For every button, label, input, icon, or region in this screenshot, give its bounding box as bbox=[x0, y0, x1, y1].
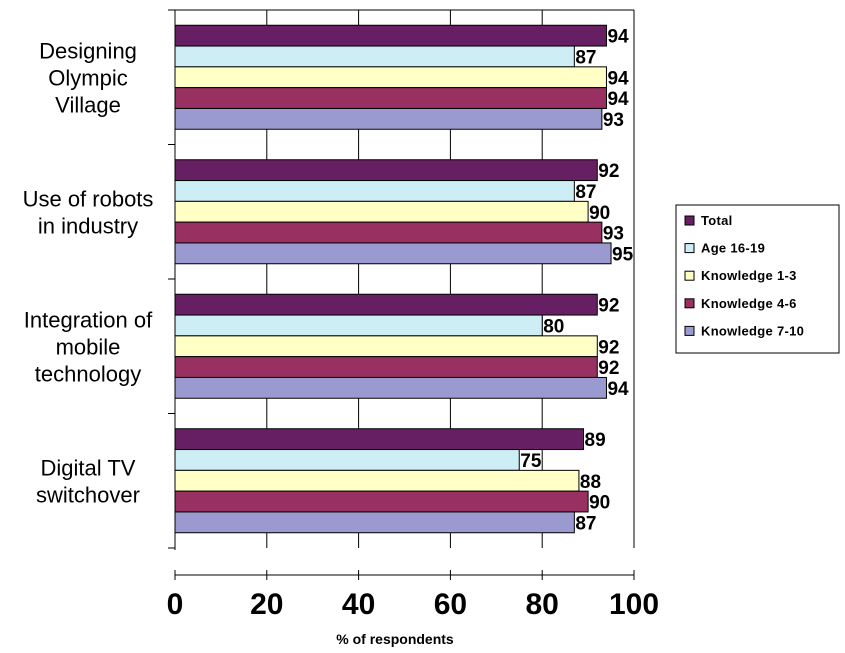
x-tick-label-80: 80 bbox=[526, 588, 559, 621]
data-label-0-2: 92 bbox=[598, 296, 619, 317]
bar-1-0 bbox=[174, 45, 575, 68]
data-label-3-2: 92 bbox=[598, 358, 619, 379]
bar-3-3 bbox=[174, 490, 589, 513]
data-label-3-3: 90 bbox=[589, 493, 610, 514]
legend-label-0: Total bbox=[701, 213, 733, 228]
bar-0-0 bbox=[174, 24, 607, 47]
bar-2-2 bbox=[174, 335, 598, 358]
category-label-0: Designing Olympic Village bbox=[39, 38, 137, 117]
data-label-2-3: 88 bbox=[580, 472, 601, 493]
x-tick-label-60: 60 bbox=[434, 588, 467, 621]
bar-0-3 bbox=[174, 428, 585, 451]
axes bbox=[168, 9, 635, 580]
bar-3-0 bbox=[174, 87, 607, 109]
data-label-1-3: 75 bbox=[520, 451, 542, 472]
bar-4-1 bbox=[174, 242, 612, 265]
legend-swatch-0 bbox=[684, 215, 695, 226]
data-label-2-0: 94 bbox=[607, 68, 629, 89]
legend-swatch-4 bbox=[684, 325, 695, 336]
data-label-2-2: 92 bbox=[598, 337, 619, 358]
legend-swatch-1 bbox=[684, 243, 695, 254]
data-label-4-1: 95 bbox=[612, 244, 634, 265]
data-label-1-1: 87 bbox=[575, 182, 596, 203]
data-label-4-0: 93 bbox=[603, 110, 624, 131]
bars bbox=[174, 24, 612, 534]
data-label-0-0: 94 bbox=[607, 27, 629, 48]
x-tick-label-40: 40 bbox=[342, 588, 375, 621]
bar-1-3 bbox=[174, 449, 520, 471]
x-tick-label-20: 20 bbox=[250, 588, 283, 621]
bar-2-1 bbox=[174, 200, 589, 223]
bar-0-2 bbox=[174, 293, 598, 316]
bar-4-3 bbox=[174, 511, 575, 534]
legend-label-2: Knowledge 1-3 bbox=[701, 268, 797, 283]
data-label-1-0: 87 bbox=[575, 47, 596, 68]
category-label-2: Integration of mobile technology bbox=[24, 307, 153, 386]
data-label-2-1: 90 bbox=[589, 203, 610, 224]
data-label-3-1: 93 bbox=[603, 224, 624, 245]
data-label-4-3: 87 bbox=[575, 513, 596, 534]
labels: 9487949493928790939592809292948975889087… bbox=[23, 27, 659, 621]
bar-2-0 bbox=[174, 66, 607, 89]
bar-2-3 bbox=[174, 469, 580, 492]
bar-3-1 bbox=[174, 221, 603, 244]
legend-label-3: Knowledge 4-6 bbox=[701, 296, 797, 311]
legend-swatch-2 bbox=[684, 270, 695, 281]
data-label-0-3: 89 bbox=[585, 430, 606, 451]
bar-4-2 bbox=[174, 376, 607, 399]
x-tick-label-0: 0 bbox=[167, 588, 184, 621]
bar-1-1 bbox=[174, 180, 575, 202]
legend-label-1: Age 16-19 bbox=[701, 241, 765, 256]
data-label-4-2: 94 bbox=[607, 379, 629, 400]
legend-swatch-3 bbox=[684, 298, 695, 309]
legend-box bbox=[675, 204, 840, 354]
x-tick-label-100: 100 bbox=[609, 588, 659, 621]
legend-label-4: Knowledge 7-10 bbox=[701, 323, 804, 338]
category-label-1: Use of robots in industry bbox=[23, 186, 154, 238]
category-label-3: Digital TV switchover bbox=[36, 455, 140, 507]
bar-0-1 bbox=[174, 159, 598, 182]
x-axis-title: % of respondents bbox=[336, 631, 454, 647]
legend: Total Age 16-19 Knowledge 1-3 Knowledge 4-6… bbox=[675, 204, 840, 354]
data-label-3-0: 94 bbox=[607, 89, 629, 110]
bar-1-2 bbox=[174, 314, 543, 337]
data-label-1-2: 80 bbox=[543, 316, 564, 337]
bar-3-2 bbox=[174, 356, 598, 378]
bar-4-0 bbox=[174, 107, 603, 130]
data-label-0-1: 92 bbox=[598, 161, 619, 182]
